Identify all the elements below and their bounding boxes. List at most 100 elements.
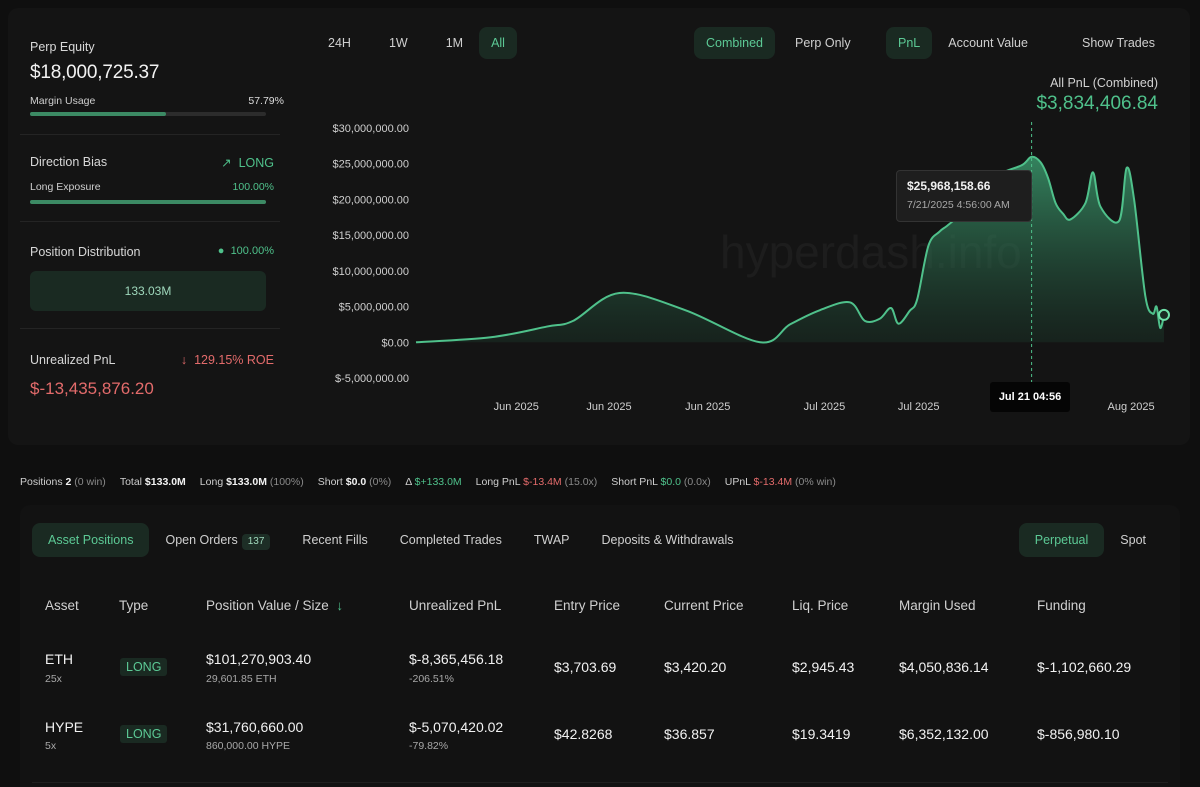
x-tick-label: Jul 2025 xyxy=(898,401,940,413)
column-liq-price[interactable]: Liq. Price xyxy=(792,598,849,613)
column-position-value[interactable]: Position Value / Size ↓ xyxy=(206,598,343,613)
tab-24h[interactable]: 24H xyxy=(328,36,351,50)
row-entry-price: $42.8268 xyxy=(554,726,613,742)
long-exposure-fill xyxy=(30,200,266,204)
row-unrealized-pnl-pct: -79.82% xyxy=(409,740,449,752)
x-tick-label: Jun 2025 xyxy=(494,401,539,413)
row-position-value: $101,270,903.40 xyxy=(206,651,312,667)
all-pnl-label: All PnL (Combined) xyxy=(1050,76,1158,90)
row-unrealized-pnl: $-5,070,420.02 xyxy=(409,719,504,735)
long-exposure-bar xyxy=(30,200,266,204)
direction-bias-label: Direction Bias xyxy=(30,155,108,169)
stat-upnl: UPnL $-13.4M (0% win) xyxy=(724,476,836,488)
y-tick-label: $5,000,000.00 xyxy=(339,302,409,314)
long-exposure-label: Long Exposure xyxy=(30,181,101,193)
tab-open-orders-label: Open Orders xyxy=(165,533,238,547)
divider xyxy=(20,221,280,222)
column-funding[interactable]: Funding xyxy=(1037,598,1086,613)
unrealized-pnl-roe: ↓ 129.15% ROE xyxy=(181,353,274,367)
tab-account-value[interactable]: Account Value xyxy=(948,36,1028,50)
row-liq-price: $19.3419 xyxy=(792,726,851,742)
tab-perp-only[interactable]: Perp Only xyxy=(794,36,851,50)
unrealized-pnl-roe-text: 129.15% ROE xyxy=(194,353,274,367)
tab-1m[interactable]: 1M xyxy=(445,36,464,50)
tab-perpetual[interactable]: Perpetual xyxy=(1018,523,1105,557)
all-pnl-value: $3,834,406.84 xyxy=(1036,93,1158,114)
tab-twap[interactable]: TWAP xyxy=(533,533,570,547)
position-distribution-label: Position Distribution xyxy=(30,245,141,259)
row-funding: $-856,980.10 xyxy=(1037,726,1120,742)
open-orders-count-badge: 137 xyxy=(241,534,271,550)
margin-usage-fill xyxy=(30,112,167,116)
row-divider xyxy=(32,782,1168,783)
row-type-badge: LONG xyxy=(120,658,168,676)
y-tick-label: $30,000,000.00 xyxy=(333,123,409,135)
row-asset[interactable]: HYPE xyxy=(45,719,84,735)
column-margin-used[interactable]: Margin Used xyxy=(899,598,976,613)
positions-panel xyxy=(20,505,1180,787)
position-distribution-pct-text: 100.00% xyxy=(230,245,274,257)
tab-deposits-withdrawals[interactable]: Deposits & Withdrawals xyxy=(601,533,734,547)
divider xyxy=(20,134,280,135)
tab-spot[interactable]: Spot xyxy=(1120,533,1146,547)
stat-long-pnl: Long PnL $-13.4M (15.0x) xyxy=(475,476,598,488)
column-entry-price[interactable]: Entry Price xyxy=(554,598,621,613)
column-asset[interactable]: Asset xyxy=(45,598,79,613)
dot-icon: ● xyxy=(217,245,225,257)
margin-usage-bar xyxy=(30,112,266,116)
chart-tooltip: $25,968,158.66 7/21/2025 4:56:00 AM xyxy=(896,170,1032,222)
tab-all[interactable]: All xyxy=(479,27,517,59)
pnl-chart[interactable]: hyperdash.info $30,000,000.00$25,000,000… xyxy=(300,110,1180,420)
tooltip-value: $25,968,158.66 xyxy=(907,179,991,193)
divider xyxy=(20,328,280,329)
direction-bias-value: ↗ LONG xyxy=(221,155,274,170)
pnl-endpoint-marker xyxy=(1158,308,1170,321)
y-tick-label: $20,000,000.00 xyxy=(333,194,409,206)
row-position-value: $31,760,660.00 xyxy=(206,719,304,735)
direction-bias-text: LONG xyxy=(238,156,274,170)
tab-completed-trades[interactable]: Completed Trades xyxy=(399,533,502,547)
row-position-size: 860,000.00 HYPE xyxy=(206,740,291,752)
y-tick-label: $10,000,000.00 xyxy=(333,266,409,278)
positions-tabs: Asset Positions Open Orders 137 Recent Fi… xyxy=(32,522,750,558)
row-current-price: $3,420.20 xyxy=(664,659,727,675)
y-axis: $30,000,000.00 $25,000,000.00 $20,000,000.… xyxy=(333,123,409,385)
stat-total: Total $133.0M xyxy=(119,476,186,488)
long-exposure-pct: 100.00% xyxy=(232,181,274,193)
tab-combined[interactable]: Combined xyxy=(694,27,775,59)
show-trades-group: Show Trades xyxy=(1070,26,1167,60)
position-distribution-pct: ● 100.00% xyxy=(218,245,274,257)
row-position-size: 29,601.85 ETH xyxy=(206,673,277,685)
perp-equity-value: $18,000,725.37 xyxy=(30,62,160,83)
column-current-price[interactable]: Current Price xyxy=(664,598,744,613)
margin-usage-pct: 57.79% xyxy=(248,95,284,107)
row-unrealized-pnl: $-8,365,456.18 xyxy=(409,651,504,667)
unrealized-pnl-label: Unrealized PnL xyxy=(30,353,116,367)
tab-1w[interactable]: 1W xyxy=(388,36,408,50)
y-tick-label: $15,000,000.00 xyxy=(333,230,409,242)
mode-tabs: Combined Perp Only xyxy=(694,26,863,60)
tab-recent-fills[interactable]: Recent Fills xyxy=(302,533,368,547)
positions-stats: Positions 2 (0 win) Total $133.0M Long $… xyxy=(20,476,836,488)
y-tick-label: $0.00 xyxy=(381,337,409,349)
y-tick-label: $25,000,000.00 xyxy=(333,159,409,171)
column-unrealized-pnl[interactable]: Unrealized PnL xyxy=(409,598,502,613)
unrealized-pnl-value: $-13,435,876.20 xyxy=(30,379,154,398)
column-position-value-label: Position Value / Size xyxy=(206,598,329,613)
position-distribution-bar[interactable]: 133.03M xyxy=(30,271,266,311)
column-type[interactable]: Type xyxy=(119,598,149,613)
tab-pnl[interactable]: PnL xyxy=(886,27,933,59)
x-tick-label: Aug 2025 xyxy=(1108,401,1155,413)
crosshair-date: Jul 21 04:56 xyxy=(990,382,1070,412)
stat-long: Long $133.0M (100%) xyxy=(199,476,304,488)
row-asset[interactable]: ETH xyxy=(45,651,73,667)
tab-open-orders[interactable]: Open Orders 137 xyxy=(149,523,286,557)
trend-up-icon: ↗ xyxy=(221,156,232,170)
show-trades-button[interactable]: Show Trades xyxy=(1082,36,1155,50)
row-funding: $-1,102,660.29 xyxy=(1037,659,1132,675)
row-margin-used: $6,352,132.00 xyxy=(899,726,989,742)
time-range-tabs: 24H 1W 1M All xyxy=(316,26,517,60)
row-current-price: $36.857 xyxy=(664,726,715,742)
tab-asset-positions[interactable]: Asset Positions xyxy=(32,523,150,557)
tooltip-time: 7/21/2025 4:56:00 AM xyxy=(907,199,1010,211)
